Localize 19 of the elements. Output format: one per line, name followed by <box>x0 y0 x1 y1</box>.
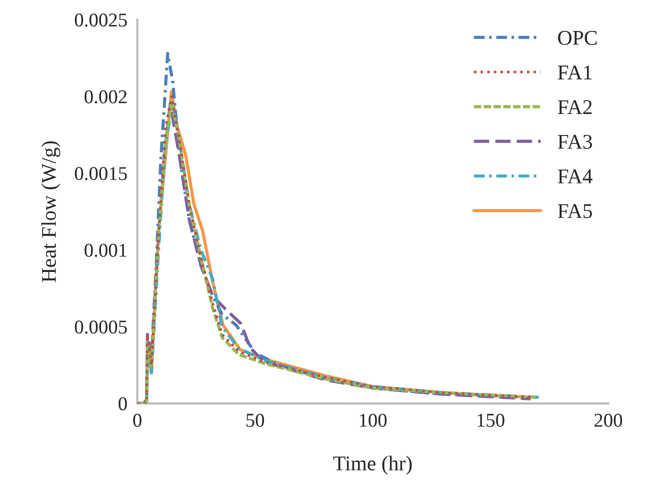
y-tick-label: 0 <box>118 397 127 410</box>
legend-label: FA4 <box>558 170 592 184</box>
x-tick-label: 150 <box>478 414 504 427</box>
x-tick-label: 0 <box>133 414 142 427</box>
y-tick-label: 0.0005 <box>74 320 127 334</box>
legend-label: FA1 <box>558 66 592 80</box>
y-tick-label: 0.002 <box>84 90 127 104</box>
x-tick-label: 100 <box>360 414 387 427</box>
y-tick-label: 0.0015 <box>74 167 127 180</box>
y-tick-label: 0.0025 <box>74 13 127 27</box>
x-axis-title: Time (hr) <box>333 456 412 475</box>
x-tick-label: 200 <box>594 414 622 427</box>
legend-label: FA2 <box>558 100 592 114</box>
legend-label: FA5 <box>558 204 592 218</box>
legend-label: OPC <box>558 30 597 45</box>
x-tick-label: 50 <box>246 414 264 427</box>
legend-label: FA3 <box>558 134 592 149</box>
y-axis-title: Heat Flow (W/g) <box>41 141 60 282</box>
y-tick-label: 0.001 <box>84 244 126 257</box>
